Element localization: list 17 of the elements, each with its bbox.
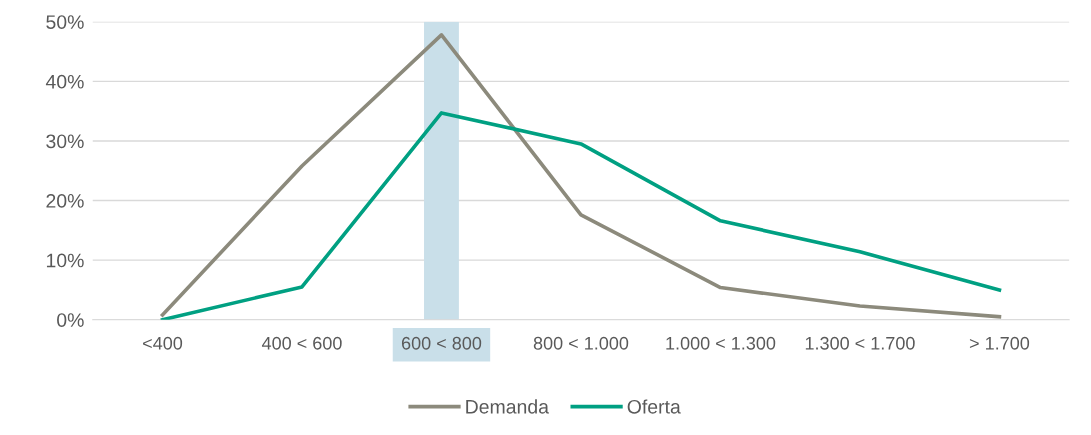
legend-label: Oferta	[627, 399, 681, 414]
y-tick-label: 30%	[46, 134, 84, 149]
legend-label: Demanda	[466, 399, 549, 414]
y-tick-label: 20%	[46, 194, 84, 208]
x-tick-label: 800 < 1.000	[533, 336, 629, 350]
x-tick-label: 600 < 800	[401, 336, 482, 350]
x-tick-label: <400	[143, 336, 183, 350]
line-series	[160, 111, 1002, 320]
x-tick-label: 1.300 < 1.700	[805, 336, 915, 350]
y-tick-label: 40%	[45, 74, 84, 89]
y-tick-label: 50%	[46, 15, 84, 29]
x-tick-label: 1.000 < 1.300	[666, 336, 776, 350]
x-tick-label: 400 < 600	[261, 336, 342, 350]
y-tick-label: 10%	[46, 253, 84, 268]
x-tick-label: > 1.700	[969, 336, 1030, 350]
line-series	[160, 33, 1002, 319]
y-tick-label: 0%	[57, 313, 84, 327]
